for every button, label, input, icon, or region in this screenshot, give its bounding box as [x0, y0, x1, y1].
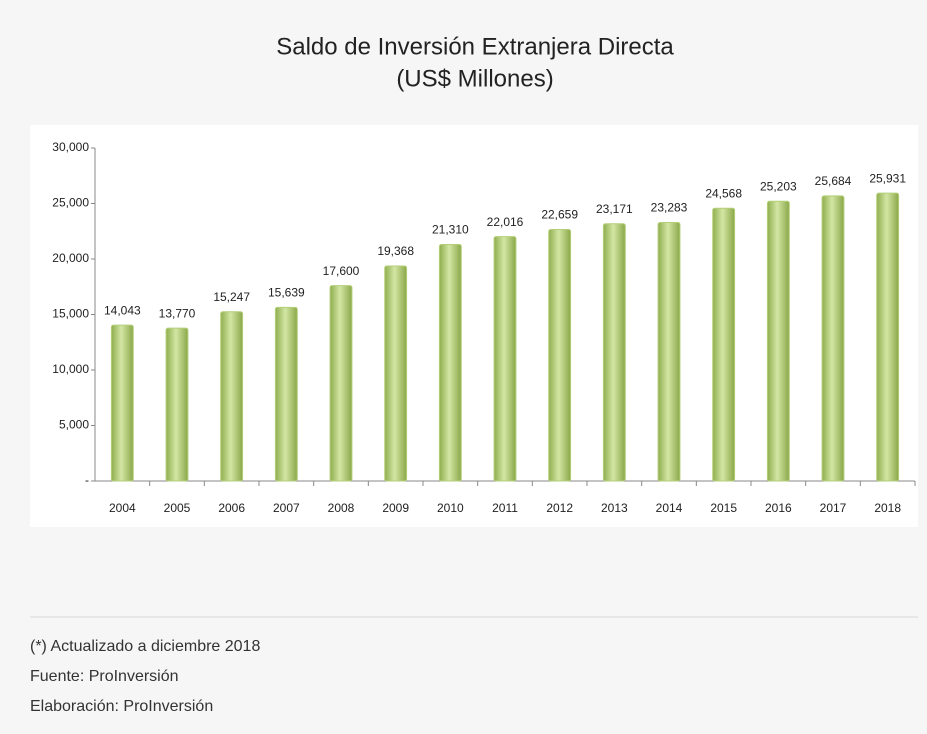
bar	[657, 222, 681, 482]
value-label: 14,043	[104, 303, 141, 317]
x-tick-label: 2015	[710, 501, 737, 515]
x-tick-label: 2014	[656, 501, 683, 515]
bar	[876, 192, 900, 482]
bar	[766, 200, 790, 482]
x-tick-label: 2006	[218, 501, 245, 515]
y-tick-label: 25,000	[52, 196, 89, 210]
x-tick-label: 2005	[164, 501, 191, 515]
value-label: 17,600	[323, 264, 360, 278]
value-label: 25,203	[760, 179, 797, 193]
value-label: 25,684	[815, 174, 852, 188]
x-tick-label: 2017	[820, 501, 847, 515]
x-tick-label: 2016	[765, 501, 792, 515]
y-tick-label: 20,000	[52, 251, 89, 265]
value-label: 22,016	[487, 215, 524, 229]
value-label: 23,171	[596, 202, 633, 216]
bar	[821, 195, 845, 482]
x-tick-label: 2018	[874, 501, 901, 515]
bar	[493, 236, 517, 482]
x-tick-label: 2009	[382, 501, 409, 515]
y-tick-label: 5,000	[59, 418, 89, 432]
note: Fuente: ProInversión	[30, 668, 179, 685]
value-label: 13,770	[159, 306, 196, 320]
chart-title: Saldo de Inversión Extranjera Directa	[276, 33, 674, 60]
bar	[220, 311, 244, 482]
x-tick-label: 2012	[546, 501, 573, 515]
bar	[329, 285, 353, 482]
bar	[165, 327, 189, 482]
note: (*) Actualizado a diciembre 2018	[30, 638, 260, 655]
x-tick-label: 2008	[328, 501, 355, 515]
y-tick-label: 30,000	[52, 140, 89, 154]
x-tick-label: 2007	[273, 501, 300, 515]
x-tick-label: 2004	[109, 501, 136, 515]
value-label: 23,283	[651, 201, 688, 215]
bar	[548, 228, 572, 482]
value-label: 15,247	[213, 290, 250, 304]
x-tick-label: 2011	[492, 501, 518, 515]
bar	[110, 324, 134, 482]
value-label: 25,931	[869, 171, 906, 185]
y-tick-label: -	[85, 473, 89, 487]
bar	[712, 207, 736, 482]
value-label: 24,568	[705, 186, 742, 200]
bar	[438, 243, 462, 482]
x-tick-label: 2010	[437, 501, 464, 515]
value-label: 19,368	[377, 244, 414, 258]
note: Elaboración: ProInversión	[30, 698, 213, 715]
value-label: 15,639	[268, 286, 305, 300]
bar	[602, 223, 626, 482]
value-label: 22,659	[541, 208, 578, 222]
value-label: 21,310	[432, 223, 469, 237]
y-tick-label: 10,000	[52, 362, 89, 376]
y-tick-label: 15,000	[52, 307, 89, 321]
bar	[384, 265, 408, 482]
bar	[274, 306, 298, 482]
x-tick-label: 2013	[601, 501, 628, 515]
chart-subtitle: (US$ Millones)	[396, 65, 553, 92]
